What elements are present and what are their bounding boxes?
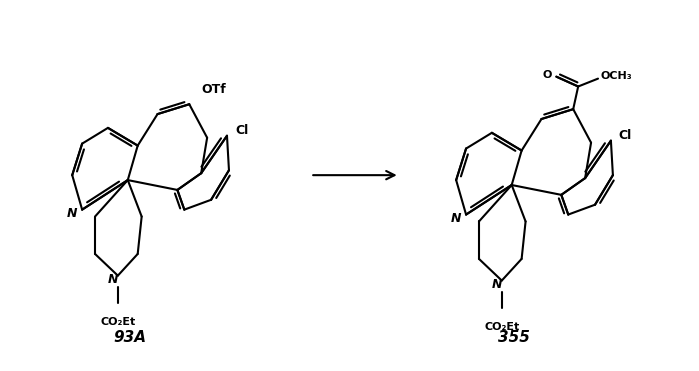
Text: CO₂Et: CO₂Et bbox=[100, 317, 136, 327]
Text: Cl: Cl bbox=[619, 129, 632, 142]
Text: N: N bbox=[451, 212, 461, 225]
Text: N: N bbox=[67, 207, 78, 220]
Text: OCH₃: OCH₃ bbox=[601, 70, 633, 81]
Text: N: N bbox=[108, 273, 118, 286]
Text: OTf: OTf bbox=[201, 83, 226, 96]
Text: O: O bbox=[543, 70, 552, 80]
Text: CO₂Et: CO₂Et bbox=[484, 322, 519, 332]
Text: 355: 355 bbox=[498, 330, 530, 345]
Text: Cl: Cl bbox=[235, 124, 248, 137]
Text: N: N bbox=[491, 278, 502, 291]
Text: 93A: 93A bbox=[113, 330, 146, 345]
